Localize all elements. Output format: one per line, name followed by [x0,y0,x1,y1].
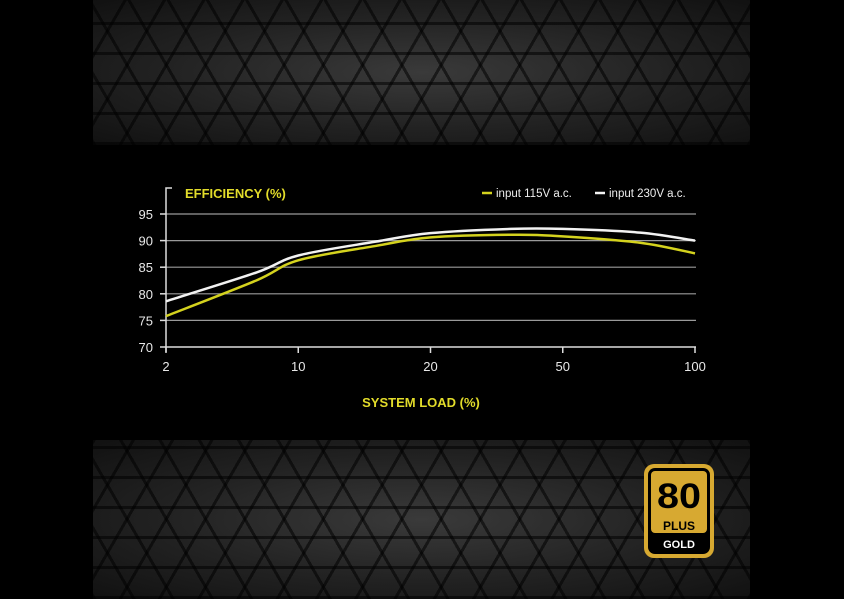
fan-grill-bottom [93,440,750,599]
badge-grade: GOLD [663,539,695,551]
badge-number: 80 [657,477,701,516]
chart-title: EFFICIENCY (%) [185,186,286,201]
y-tick-label: 85 [139,260,153,275]
badge-plus: PLUS [663,519,695,533]
y-tick-label: 75 [139,313,153,328]
x-tick-label: 2 [162,359,169,374]
legend-label: input 115V a.c. [496,188,572,200]
y-tick-label: 80 [139,287,153,302]
80-plus-gold-logo: 80 PLUS GOLD [644,464,714,558]
x-tick-label: 50 [556,359,570,374]
y-axis [165,187,172,352]
y-tick-label: 70 [139,340,153,355]
series-line-230v [165,227,696,303]
legend-label: input 230V a.c. [609,188,686,200]
x-tick-label: 20 [423,359,437,374]
x-axis-label: SYSTEM LOAD (%) [362,395,480,410]
series-line-115v [165,233,696,318]
fan-grill-top [93,0,750,145]
x-tick-label: 10 [291,359,305,374]
y-tick-label: 90 [139,234,153,249]
x-tick-label: 100 [684,359,706,374]
y-tick-label: 95 [139,207,153,222]
